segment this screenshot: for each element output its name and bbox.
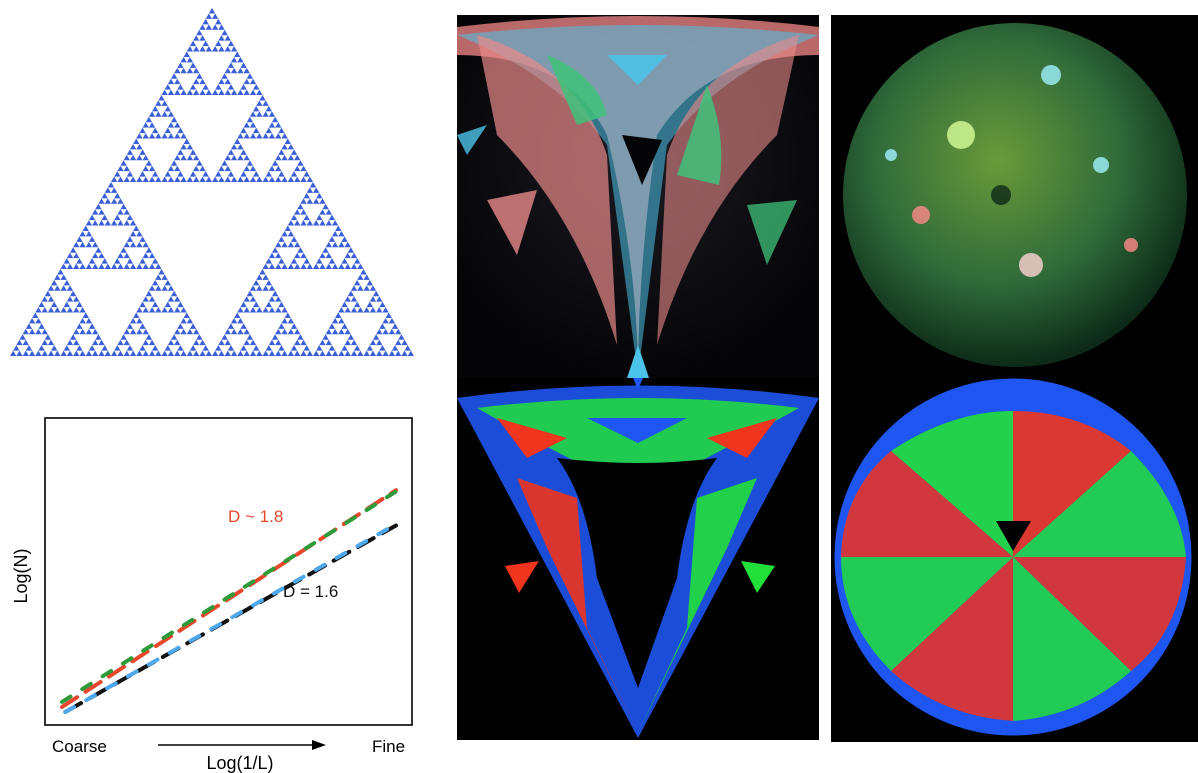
x-left-label: Coarse bbox=[52, 737, 107, 756]
sierpinski-pattern bbox=[10, 8, 414, 356]
annotation-d-1.8: D ~ 1.8 bbox=[228, 507, 283, 526]
sierpinski-triangle-panel bbox=[8, 6, 416, 358]
y-axis-label: Log(N) bbox=[11, 548, 31, 603]
x-axis-arrowhead bbox=[312, 740, 326, 750]
photo-triangular-fractal bbox=[457, 15, 819, 378]
simulated-triangular-fractal bbox=[457, 378, 819, 740]
annotation-d-1.6: D = 1.6 bbox=[283, 582, 338, 601]
sierpinski-triangle bbox=[8, 6, 416, 358]
photo-sphere-fractal bbox=[831, 15, 1198, 371]
log-log-plot: D ~ 1.8 D = 1.6 Log(N) Coarse Fine Log(1… bbox=[0, 400, 440, 773]
plot-frame bbox=[45, 418, 412, 725]
x-axis-label: Log(1/L) bbox=[206, 753, 273, 773]
simulated-sphere-fractal bbox=[831, 371, 1198, 742]
x-right-label: Fine bbox=[372, 737, 405, 756]
log-log-plot-panel: D ~ 1.8 D = 1.6 Log(N) Coarse Fine Log(1… bbox=[0, 400, 440, 773]
